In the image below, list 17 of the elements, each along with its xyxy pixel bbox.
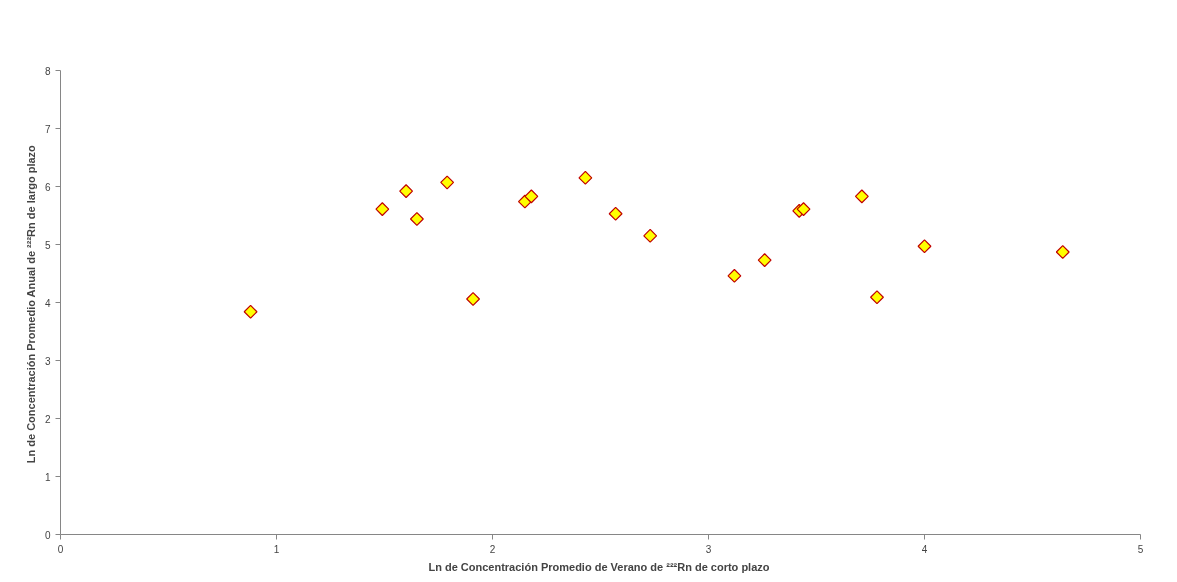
y-tick-label: 6 [44,181,51,193]
y-tick-label: 4 [44,297,51,309]
y-tick-label: 3 [44,355,51,367]
x-tick-label: 2 [489,543,496,555]
y-tick-label: 2 [44,413,51,425]
x-tick-label: 1 [273,543,280,555]
y-tick-label: 5 [44,239,51,251]
y-axis-title: Ln de Concentración Promedio Anual de ²²²Rn de largo plazo [24,144,37,464]
x-tick-label: 0 [57,543,64,555]
x-axis-title: Ln de Concentración Promedio de Verano de ²²²Rn de corto plazo [428,560,770,573]
y-tick-label: 1 [44,471,51,483]
y-tick-label: 7 [44,123,51,135]
x-tick-label: 4 [921,543,928,555]
y-tick-label: 0 [44,529,51,541]
y-tick-label: 8 [44,65,51,77]
x-tick-label: 5 [1137,543,1144,555]
x-tick-label: 3 [705,543,712,555]
